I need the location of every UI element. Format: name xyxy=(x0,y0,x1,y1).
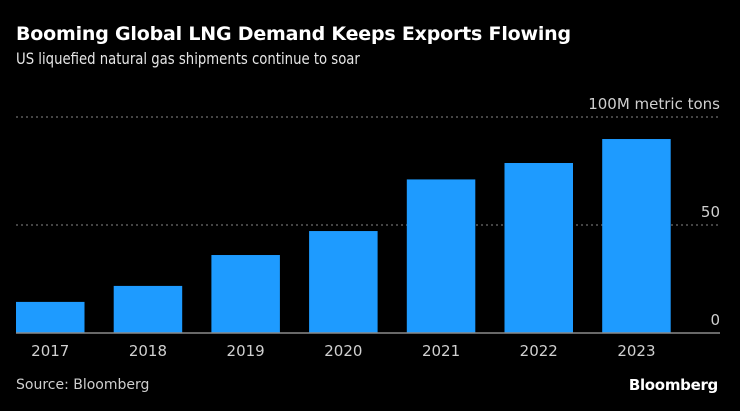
y-tick-label-100: 100M metric tons xyxy=(588,95,720,113)
x-tick-label-2017: 2017 xyxy=(31,342,69,360)
x-tick-label-2019: 2019 xyxy=(227,342,265,360)
bar-2023 xyxy=(602,139,671,333)
bar-2019 xyxy=(211,255,280,333)
bar-2020 xyxy=(309,231,378,333)
bar-2021 xyxy=(406,179,476,333)
y-tick-label-0: 0 xyxy=(710,311,720,329)
bar-2022 xyxy=(504,163,573,333)
x-tick-label-2018: 2018 xyxy=(129,342,167,360)
x-tick-label-2021: 2021 xyxy=(422,342,460,360)
x-tick-label-2020: 2020 xyxy=(324,342,362,360)
y-tick-label-50: 50 xyxy=(701,203,720,221)
source-note: Source: Bloomberg xyxy=(16,377,150,393)
bar-2018 xyxy=(113,285,183,333)
bar-2017 xyxy=(16,301,85,333)
chart-subtitle: US liquefied natural gas shipments conti… xyxy=(16,49,360,68)
chart-title: Booming Global LNG Demand Keeps Exports … xyxy=(16,23,571,45)
bars xyxy=(16,139,671,333)
axes: 0 50 100M metric tons 2017 2018 2019 2020 2021 2… xyxy=(16,95,720,360)
x-tick-label-2022: 2022 xyxy=(520,342,558,360)
x-tick-label-2023: 2023 xyxy=(617,342,655,360)
bloomberg-logo: Bloomberg xyxy=(628,376,718,394)
